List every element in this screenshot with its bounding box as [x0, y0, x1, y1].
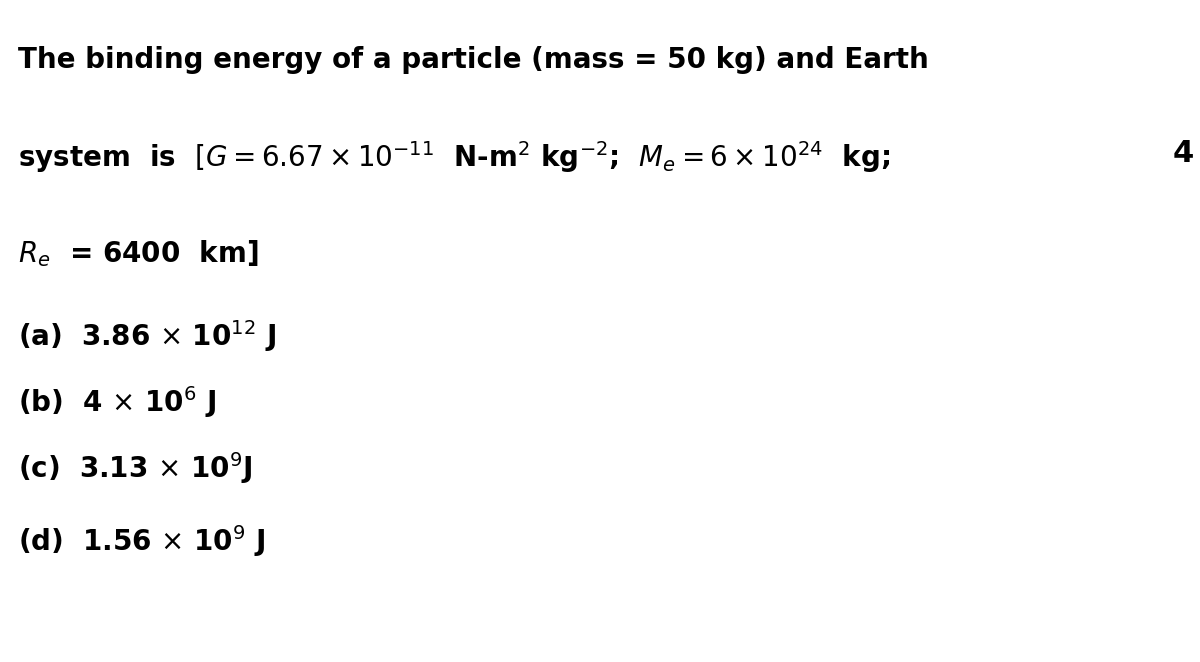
Text: (d)  1.56 $\times$ 10$^{9}$ J: (d) 1.56 $\times$ 10$^{9}$ J	[18, 523, 265, 559]
Text: The binding energy of a particle (mass = 50 kg) and Earth: The binding energy of a particle (mass =…	[18, 46, 929, 74]
Text: (c)  3.13 $\times$ 10$^{9}$J: (c) 3.13 $\times$ 10$^{9}$J	[18, 450, 252, 486]
Text: 4: 4	[1172, 139, 1194, 168]
Text: (b)  4 $\times$ 10$^{6}$ J: (b) 4 $\times$ 10$^{6}$ J	[18, 384, 216, 420]
Text: system  is  $[G = 6.67 \times 10^{-11}$  N-m$^{2}$ kg$^{-2}$;  $M_e = 6 \times 1: system is $[G = 6.67 \times 10^{-11}$ N-…	[18, 139, 890, 175]
Text: $R_e$  = 6400  km]: $R_e$ = 6400 km]	[18, 238, 258, 269]
Text: (a)  3.86 $\times$ 10$^{12}$ J: (a) 3.86 $\times$ 10$^{12}$ J	[18, 318, 276, 354]
